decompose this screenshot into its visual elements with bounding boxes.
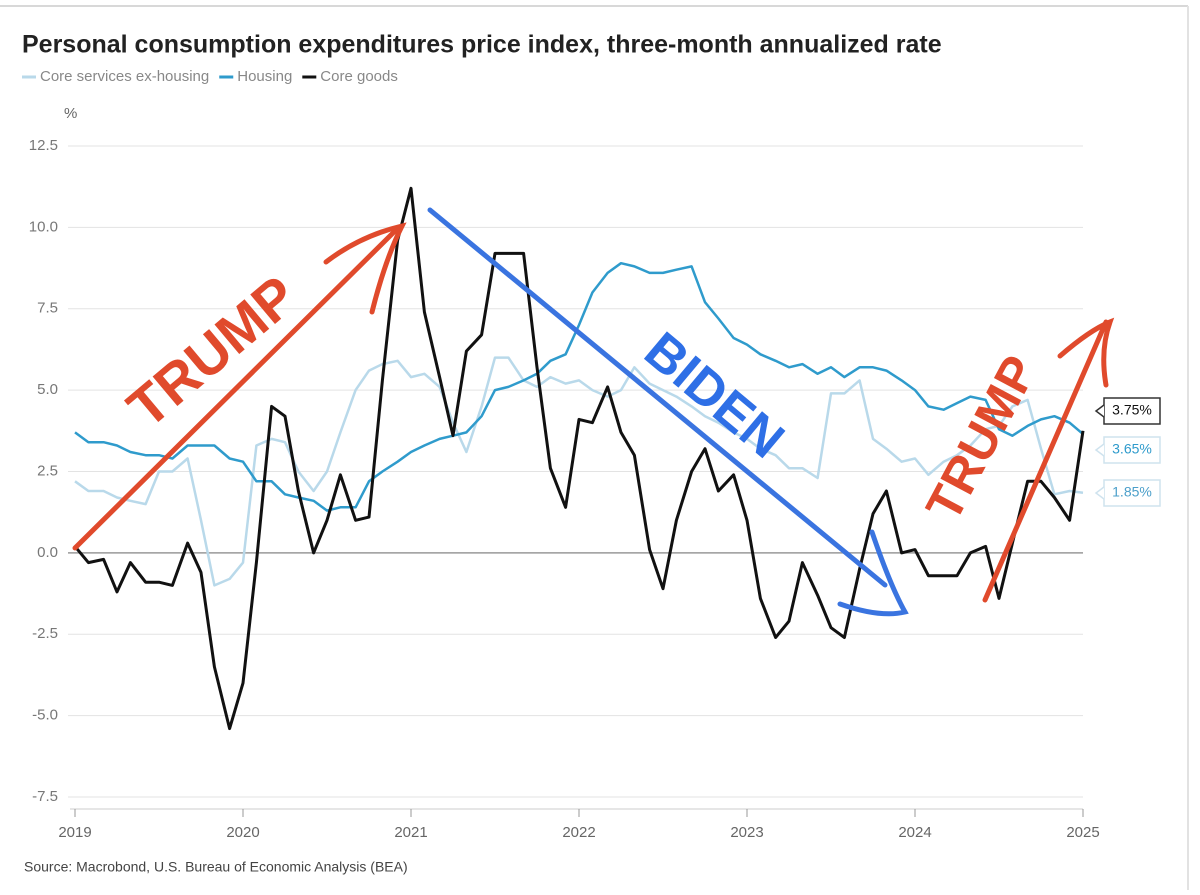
y-tick-label: 10.0 — [29, 218, 58, 235]
end-label-pointer — [1094, 443, 1105, 457]
legend-label: Housing — [237, 68, 292, 85]
x-tick-label: 2023 — [730, 824, 763, 841]
end-label: 3.65% — [1112, 441, 1152, 457]
y-tick-label: 7.5 — [37, 300, 58, 317]
end-label: 1.85% — [1112, 484, 1152, 500]
y-tick-label: 2.5 — [37, 462, 58, 479]
chart-title: Personal consumption expenditures price … — [22, 31, 942, 59]
end-label-box — [1103, 436, 1161, 464]
end-label-pointer — [1094, 404, 1105, 418]
y-tick-label: 0.0 — [37, 544, 58, 561]
series-line — [74, 261, 1084, 512]
source-note: Source: Macrobond, U.S. Bureau of Econom… — [24, 859, 408, 875]
legend-label: Core services ex-housing — [40, 68, 209, 85]
x-tick-label: 2022 — [562, 824, 595, 841]
annotation-arrow — [982, 319, 1109, 603]
annotation-arrow-head — [323, 222, 407, 315]
y-axis-label: % — [64, 105, 77, 122]
end-label: 3.75% — [1112, 402, 1152, 418]
x-tick-label: 2019 — [58, 824, 91, 841]
y-tick-label: -5.0 — [32, 707, 58, 724]
end-label-box — [1103, 479, 1161, 507]
x-tick-label: 2025 — [1066, 824, 1099, 841]
series-line — [74, 356, 1084, 587]
y-tick-label: -2.5 — [32, 625, 58, 642]
x-tick-label: 2021 — [394, 824, 427, 841]
y-tick-label: 5.0 — [37, 381, 58, 398]
x-tick-label: 2024 — [898, 824, 931, 841]
y-tick-label: 12.5 — [29, 137, 58, 154]
annotation-arrow — [427, 207, 888, 588]
annotation-arrow-head — [837, 529, 909, 617]
x-tick-label: 2020 — [226, 824, 259, 841]
plot-area: -7.5 -5.0 -2.5 0.0 2.5 5.0 7.5 10.0 12.5 2019 2020… — [22, 68, 1161, 841]
y-tick-label: -7.5 — [32, 788, 58, 805]
series-line — [73, 186, 1085, 731]
annotation-arrow — [72, 225, 401, 551]
annotation-arrow-head — [1057, 317, 1115, 388]
legend-label: Core goods — [320, 68, 398, 85]
end-label-box — [1103, 397, 1161, 425]
end-label-pointer — [1094, 486, 1105, 500]
